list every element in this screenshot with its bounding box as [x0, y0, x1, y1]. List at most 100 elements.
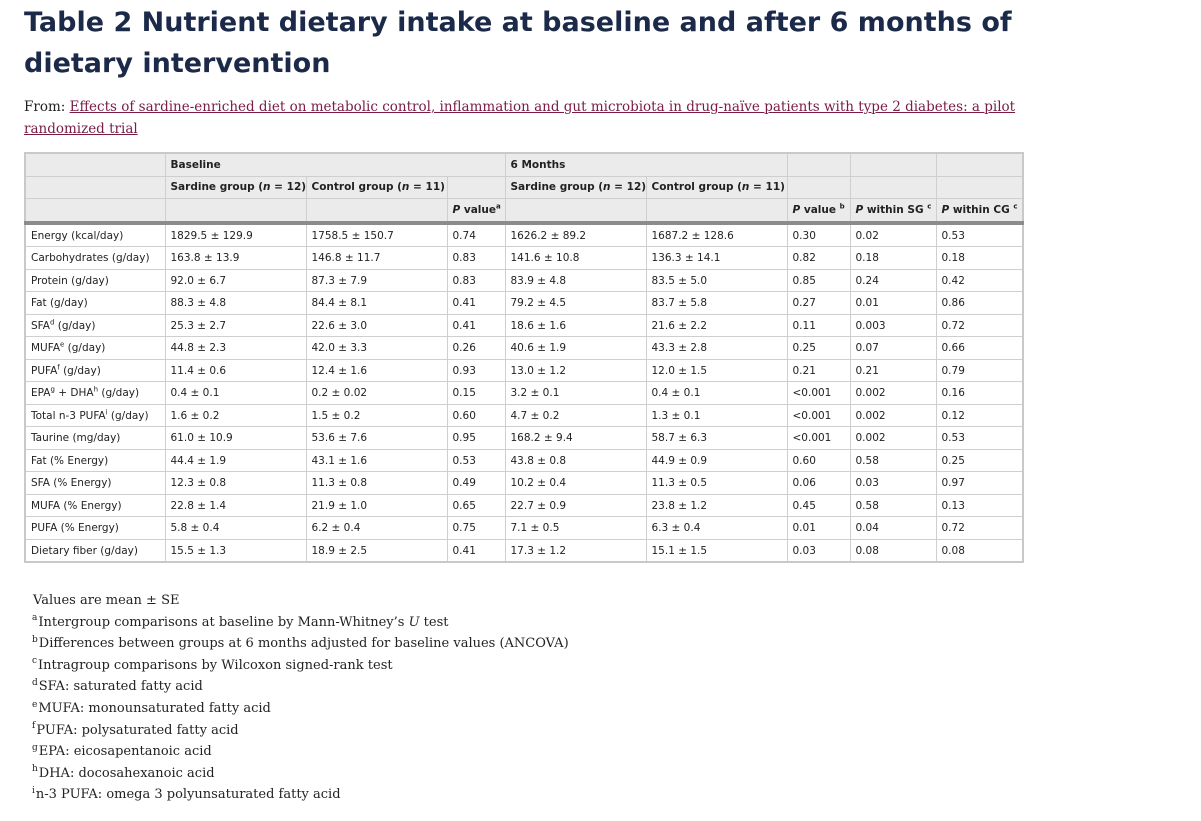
cell-p-cg: 0.08	[935, 538, 1024, 563]
cell-p-b: 0.27	[786, 291, 851, 315]
cell-p-b: 0.01	[786, 516, 851, 540]
article-link[interactable]: Effects of sardine-enriched diet on meta…	[24, 99, 1016, 137]
cell-b-sg: 61.0 ± 10.9	[164, 426, 307, 450]
cell-p-cg: 0.53	[935, 222, 1024, 248]
footnote: bDifferences between groups at 6 months …	[32, 634, 569, 652]
cell-m-cg: 1.3 ± 0.1	[645, 403, 788, 428]
table-row: Energy (kcal/day) 1829.5 ± 129.9 1758.5 ± …	[24, 222, 1024, 248]
row-label: MUFA (% Energy)	[24, 493, 166, 518]
cell-m-sg: 22.7 ± 0.9	[504, 493, 647, 518]
row-label: PUFA (% Energy)	[24, 516, 166, 540]
cell-p-cg: 0.79	[935, 358, 1024, 383]
cell-b-sg: 0.4 ± 0.1	[164, 381, 307, 405]
footnote: cIntragroup comparisons by Wilcoxon sign…	[32, 656, 393, 673]
table-row: PUFAf (g/day) 11.4 ± 0.6 12.4 ± 1.6 0.93 13.…	[24, 358, 1024, 383]
cell-p-a: 0.60	[446, 403, 506, 428]
cell-b-sg: 12.3 ± 0.8	[164, 471, 307, 495]
cell-p-a: 0.41	[446, 291, 506, 315]
row-label: Fat (% Energy)	[24, 448, 166, 473]
cell-p-a: 0.41	[446, 313, 506, 338]
cell-m-sg: 17.3 ± 1.2	[504, 538, 647, 563]
cell-m-sg: 43.8 ± 0.8	[504, 448, 647, 473]
row-label: Protein (g/day)	[24, 268, 166, 293]
page-title: Table 2 Nutrient dietary intake at basel…	[24, 7, 1012, 79]
cell-p-a: 0.53	[446, 448, 506, 473]
table-row: Dietary fiber (g/day) 15.5 ± 1.3 18.9 ± 2.…	[24, 538, 1024, 563]
cell-p-cg: 0.18	[935, 246, 1024, 270]
cell-m-cg: 43.3 ± 2.8	[645, 336, 788, 360]
cell-b-cg: 12.4 ± 1.6	[305, 358, 448, 383]
cell-p-sg: 0.21	[849, 358, 937, 383]
cell-m-sg: 40.6 ± 1.9	[504, 336, 647, 360]
row-label: Fat (g/day)	[24, 291, 166, 315]
cell-p-sg: 0.24	[849, 268, 937, 293]
header-row-3: P valuea P value b P within SG c P withi…	[24, 198, 1024, 225]
cell-p-b: 0.60	[786, 448, 851, 473]
cell-p-b: <0.001	[786, 381, 851, 405]
cell-b-sg: 11.4 ± 0.6	[164, 358, 307, 383]
cell-p-b: <0.001	[786, 403, 851, 428]
table-row: PUFA (% Energy) 5.8 ± 0.4 6.2 ± 0.4 0.75 7.1…	[24, 516, 1024, 540]
cell-p-sg: 0.03	[849, 471, 937, 495]
cell-p-b: <0.001	[786, 426, 851, 450]
cell-p-a: 0.26	[446, 336, 506, 360]
cell-b-sg: 92.0 ± 6.7	[164, 268, 307, 293]
cell-m-sg: 168.2 ± 9.4	[504, 426, 647, 450]
cell-b-sg: 1.6 ± 0.2	[164, 403, 307, 428]
cell-p-cg: 0.53	[935, 426, 1024, 450]
cell-p-cg: 0.86	[935, 291, 1024, 315]
cell-b-cg: 6.2 ± 0.4	[305, 516, 448, 540]
cell-p-b: 0.03	[786, 538, 851, 563]
cell-p-sg: 0.18	[849, 246, 937, 270]
table-row: SFA (% Energy) 12.3 ± 0.8 11.3 ± 0.8 0.49 10…	[24, 471, 1024, 495]
cell-m-sg: 10.2 ± 0.4	[504, 471, 647, 495]
cell-p-a: 0.83	[446, 246, 506, 270]
cell-b-sg: 15.5 ± 1.3	[164, 538, 307, 563]
cell-b-cg: 0.2 ± 0.02	[305, 381, 448, 405]
cell-b-cg: 53.6 ± 7.6	[305, 426, 448, 450]
cell-p-sg: 0.08	[849, 538, 937, 563]
cell-b-sg: 163.8 ± 13.9	[164, 246, 307, 270]
cell-p-cg: 0.13	[935, 493, 1024, 518]
cell-p-b: 0.25	[786, 336, 851, 360]
cell-p-sg: 0.58	[849, 493, 937, 518]
cell-m-cg: 58.7 ± 6.3	[645, 426, 788, 450]
cell-m-sg: 7.1 ± 0.5	[504, 516, 647, 540]
baseline-control-header: Control group (n = 11)	[305, 175, 448, 200]
cell-b-sg: 1829.5 ± 129.9	[164, 222, 307, 248]
cell-b-cg: 42.0 ± 3.3	[305, 336, 448, 360]
row-label: MUFAe (g/day)	[24, 336, 166, 360]
row-label: Energy (kcal/day)	[24, 222, 166, 248]
cell-b-sg: 88.3 ± 4.8	[164, 291, 307, 315]
source-line: From: Effects of sardine-enriched diet o…	[24, 96, 1024, 140]
cell-b-sg: 44.8 ± 2.3	[164, 336, 307, 360]
header-row-1: Baseline 6 Months	[24, 152, 1024, 177]
cell-m-cg: 83.5 ± 5.0	[645, 268, 788, 293]
cell-m-cg: 15.1 ± 1.5	[645, 538, 788, 563]
cell-m-cg: 0.4 ± 0.1	[645, 381, 788, 405]
p-value-b-header: P value b	[786, 198, 851, 225]
cell-p-sg: 0.58	[849, 448, 937, 473]
cell-b-cg: 22.6 ± 3.0	[305, 313, 448, 338]
cell-p-b: 0.85	[786, 268, 851, 293]
table-row: Fat (% Energy) 44.4 ± 1.9 43.1 ± 1.6 0.53 43…	[24, 448, 1024, 473]
cell-p-b: 0.45	[786, 493, 851, 518]
cell-b-cg: 84.4 ± 8.1	[305, 291, 448, 315]
cell-b-cg: 146.8 ± 11.7	[305, 246, 448, 270]
cell-p-a: 0.95	[446, 426, 506, 450]
baseline-sardine-header: Sardine group (n = 12)	[164, 175, 307, 200]
table-row: Protein (g/day) 92.0 ± 6.7 87.3 ± 7.9 0.83 8…	[24, 268, 1024, 293]
cell-p-b: 0.82	[786, 246, 851, 270]
cell-m-sg: 18.6 ± 1.6	[504, 313, 647, 338]
cell-m-sg: 1626.2 ± 89.2	[504, 222, 647, 248]
table-row: MUFA (% Energy) 22.8 ± 1.4 21.9 ± 1.0 0.65 2…	[24, 493, 1024, 518]
footnote: aIntergroup comparisons at baseline by M…	[32, 613, 449, 630]
table-row: Taurine (mg/day) 61.0 ± 10.9 53.6 ± 7.6 0.9…	[24, 426, 1024, 450]
footnotes: Values are mean ± SE aIntergroup comparis…	[32, 590, 932, 806]
cell-b-cg: 18.9 ± 2.5	[305, 538, 448, 563]
cell-p-sg: 0.002	[849, 403, 937, 428]
row-label: Carbohydrates (g/day)	[24, 246, 166, 270]
cell-p-a: 0.75	[446, 516, 506, 540]
cell-m-cg: 23.8 ± 1.2	[645, 493, 788, 518]
row-label: PUFAf (g/day)	[24, 358, 166, 383]
